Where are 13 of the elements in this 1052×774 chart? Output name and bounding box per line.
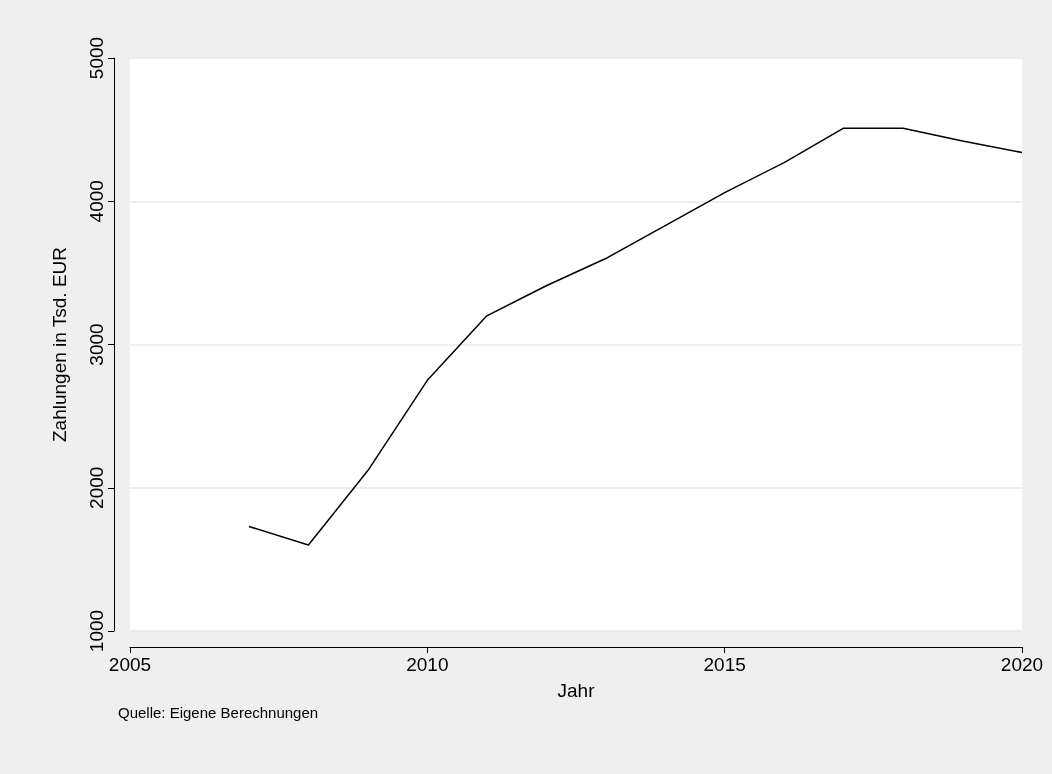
x-tick-label: 2020	[1000, 654, 1044, 675]
x-tick-label: 2005	[108, 654, 152, 675]
y-tick-label: 3000	[86, 323, 107, 366]
y-tick-label: 4000	[86, 180, 107, 223]
line-series	[248, 127, 1023, 546]
x-tick-label: 2015	[703, 654, 746, 675]
y-tick-label: 5000	[86, 36, 107, 80]
y-axis-title: Zahlungen in Tsd. EUR	[49, 246, 70, 443]
source-note: Quelle: Eigene Berechnungen	[118, 704, 319, 721]
x-tick-label: 2010	[406, 654, 449, 675]
y-tick-label: 1000	[86, 609, 107, 653]
y-tick-label: 2000	[86, 466, 107, 509]
x-axis-title: Jahr	[557, 680, 596, 701]
